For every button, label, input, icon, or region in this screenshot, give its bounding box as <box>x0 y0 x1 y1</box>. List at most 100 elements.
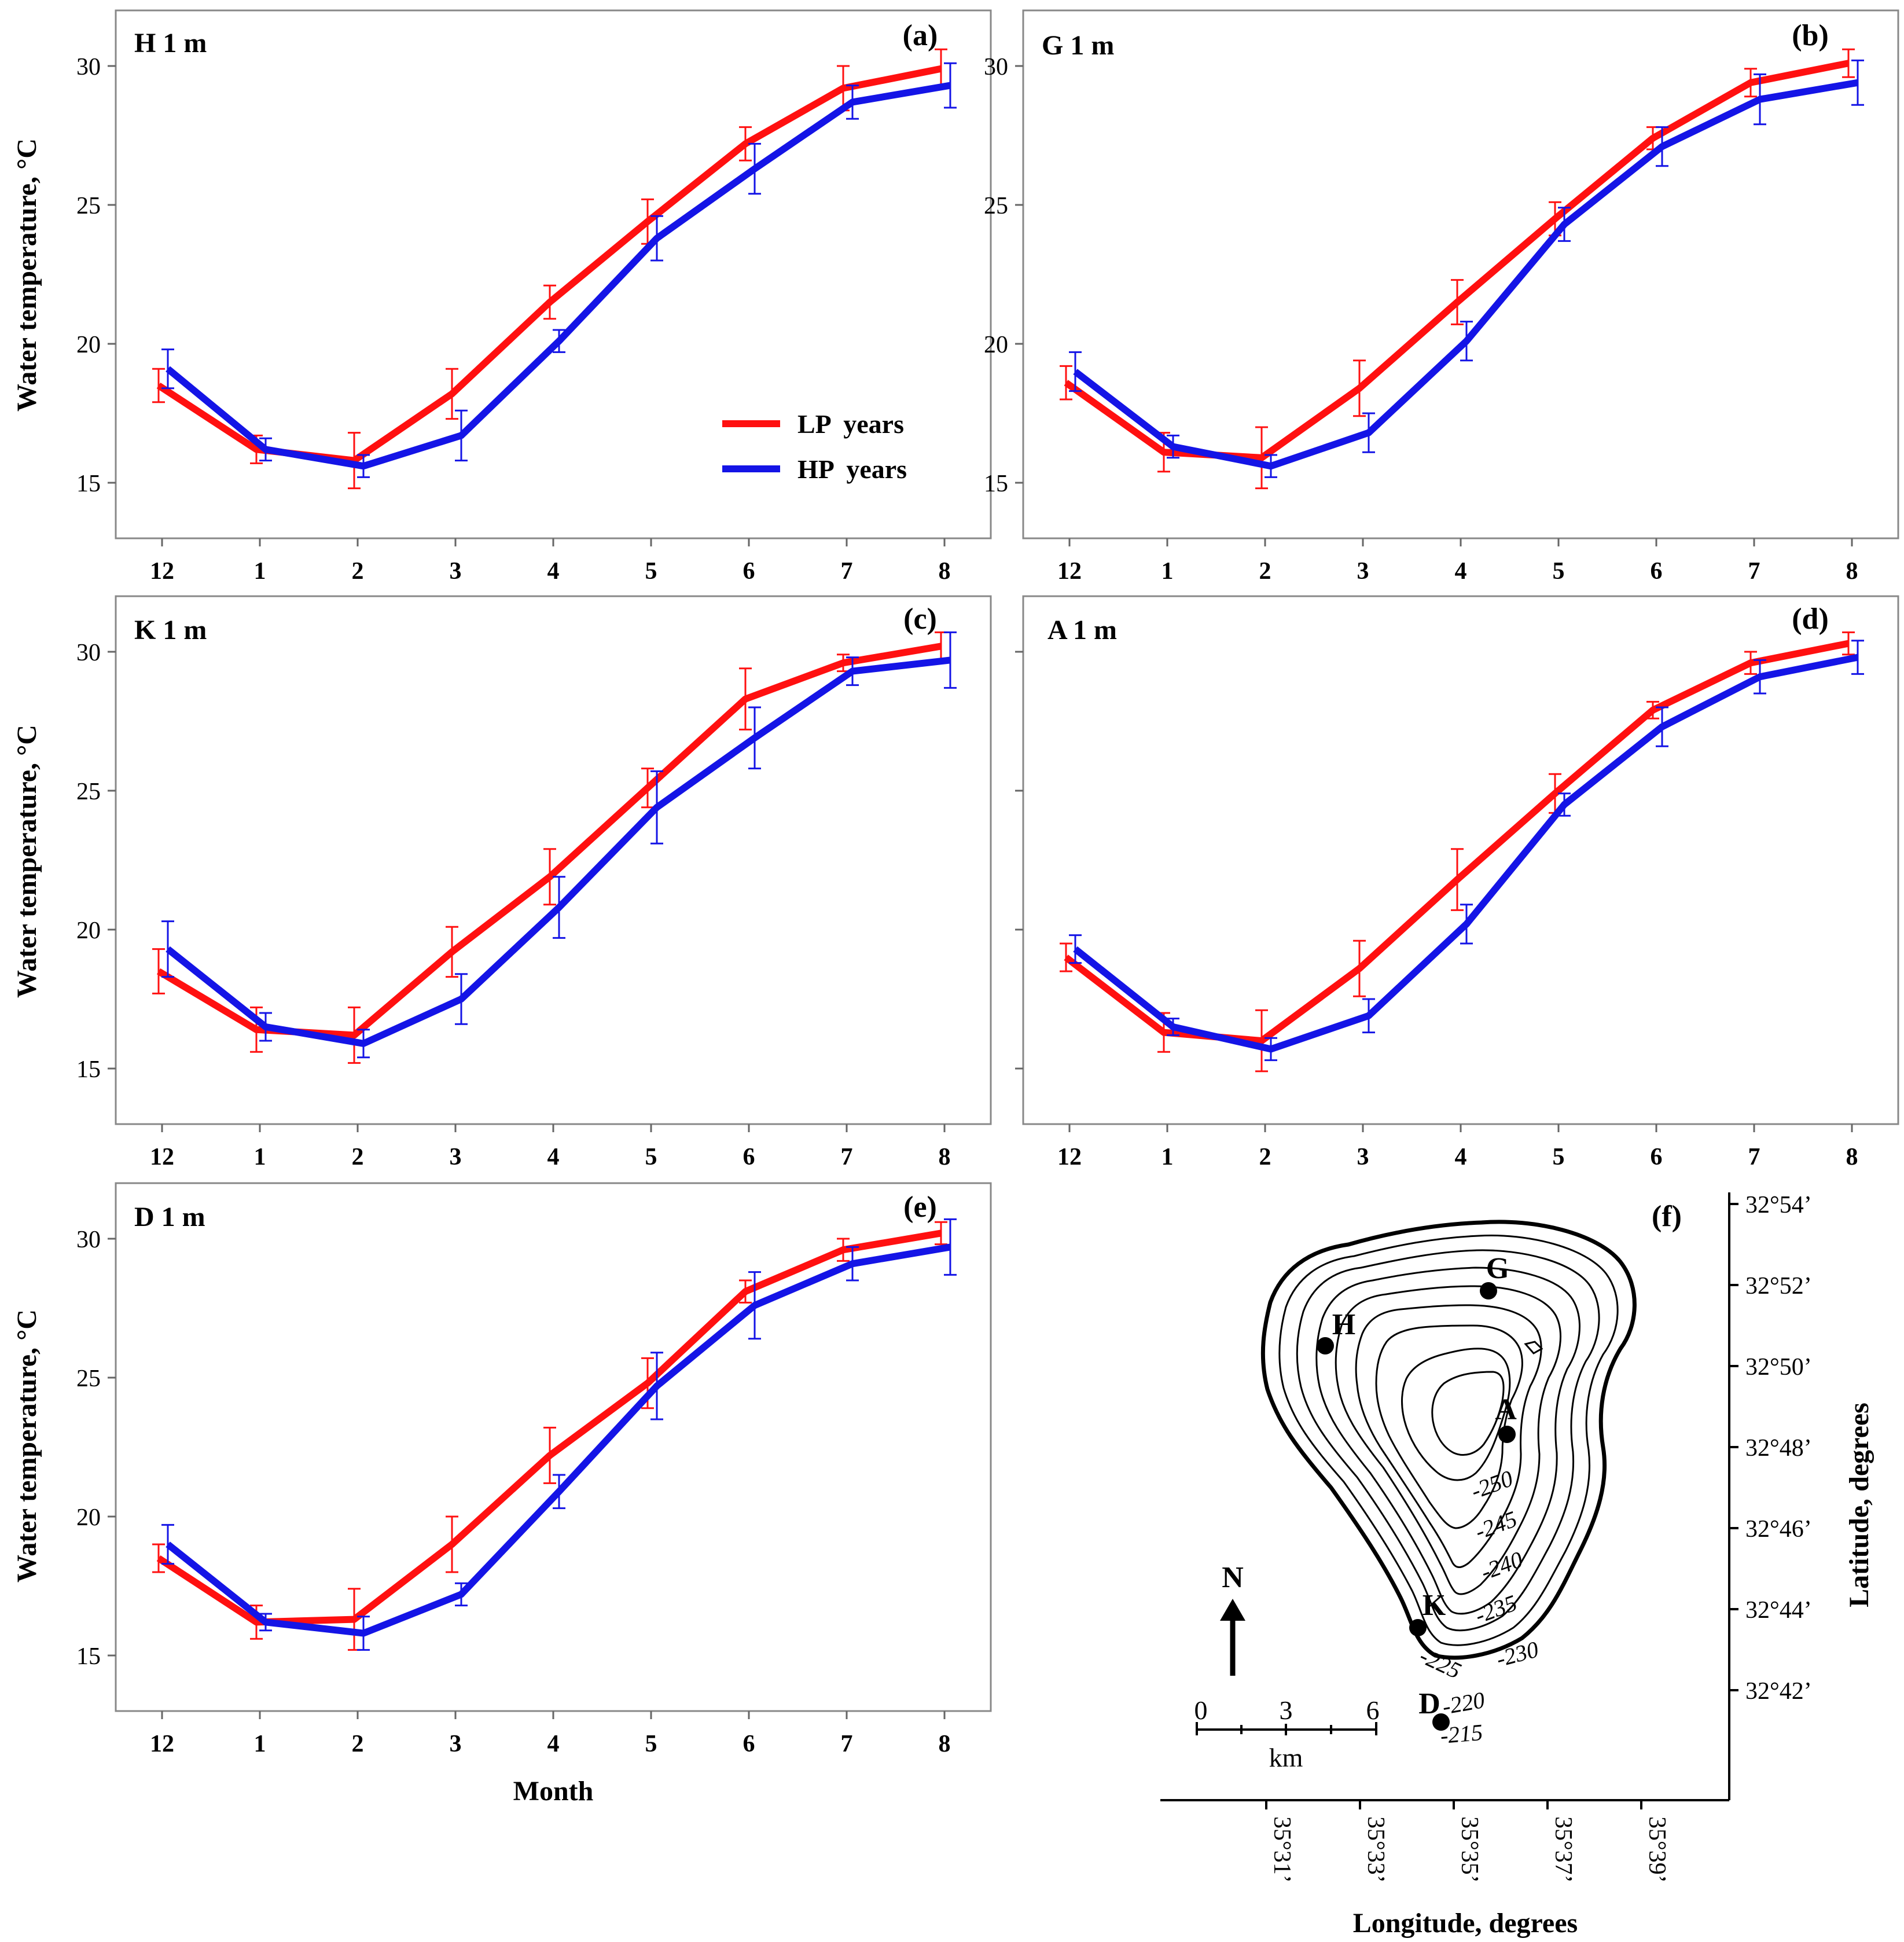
y-axis-title: Water temperature, °C <box>12 725 42 998</box>
contour-line <box>1278 1234 1619 1646</box>
lon-tick-label: 35°33’ <box>1362 1816 1389 1883</box>
station-marker-d <box>1432 1713 1450 1731</box>
lake-contours <box>1260 1220 1637 1660</box>
x-tick-label: 5 <box>645 1731 657 1757</box>
station-label-a: A <box>1495 1393 1517 1426</box>
scale-bar-unit: km <box>1269 1743 1303 1772</box>
x-tick-label: 7 <box>841 1731 853 1757</box>
panel-d: A 1 m (d) 12 1 2 3 4 5 6 7 8 <box>1015 595 1899 1170</box>
scale-bar-label: 3 <box>1280 1695 1293 1725</box>
x-tick-label: 8 <box>939 558 951 585</box>
y-tick-label: 15 <box>76 471 101 497</box>
x-tick-label: 1 <box>1161 558 1174 585</box>
x-tick-label: 4 <box>547 1731 560 1757</box>
station-marker-k <box>1409 1619 1427 1636</box>
contour-label: -230 <box>1494 1636 1541 1672</box>
lat-tick-label: 32°44’ <box>1745 1597 1812 1624</box>
x-tick-label: 6 <box>743 558 755 585</box>
x-tick-label: 2 <box>1259 558 1271 585</box>
plot-frame <box>115 595 992 1125</box>
x-tick-label: 7 <box>841 1144 853 1170</box>
map-axes <box>1160 1192 1730 1801</box>
panel-title: A 1 m <box>1047 615 1117 645</box>
contour-line <box>1524 1341 1543 1354</box>
station-marker-a <box>1498 1426 1516 1443</box>
panel-label: (c) <box>903 603 937 636</box>
lp-years-line <box>1064 640 1850 1044</box>
lon-tick-label: 35°37’ <box>1550 1816 1576 1883</box>
x-tick-label: 4 <box>1455 558 1467 585</box>
scale-bar-label: 0 <box>1194 1695 1208 1725</box>
x-tick-label: 5 <box>1553 558 1565 585</box>
y-tick-label: 25 <box>76 779 101 805</box>
map-panel: (f) -250 -245 -240 -235 -230 -225 -220 -… <box>1160 1192 1874 1939</box>
x-tick-label: 8 <box>1846 558 1858 585</box>
x-tick-label: 6 <box>743 1731 755 1757</box>
y-tick-label: 30 <box>76 1227 101 1253</box>
y-tick-label: 20 <box>984 332 1008 358</box>
station-label-k: K <box>1423 1589 1446 1622</box>
lat-tick-label: 32°50’ <box>1745 1354 1812 1381</box>
y-axis-title: Water temperature, °C <box>12 1309 42 1583</box>
lat-tick-label: 32°52’ <box>1745 1273 1812 1299</box>
station-label-h: H <box>1332 1308 1355 1341</box>
x-tick-label: 2 <box>352 1731 364 1757</box>
contour-label: -225 <box>1416 1642 1465 1684</box>
lp-years-line <box>156 643 942 1039</box>
x-axis-title: Month <box>513 1776 594 1807</box>
y-tick-label: 30 <box>984 54 1008 80</box>
latitude-ticks: 32°54’ 32°52’ 32°50’ 32°48’ 32°46’ 32°44’ 32°4… <box>1729 1192 1812 1705</box>
contour-label: -220 <box>1440 1687 1487 1720</box>
map-y-axis-title: Latitude, degrees <box>1844 1403 1874 1607</box>
legend: LP years HP years <box>722 409 907 484</box>
x-tick-label: 5 <box>645 558 657 585</box>
hp-years-line <box>166 656 951 1047</box>
x-tick-label: 7 <box>1748 558 1760 585</box>
scale-bar: 0 3 6 km <box>1194 1695 1380 1772</box>
x-tick-label: 3 <box>1357 1144 1369 1170</box>
y-tick-label: 25 <box>984 193 1008 219</box>
y-tick-label: 15 <box>984 471 1008 497</box>
lat-tick-label: 32°48’ <box>1745 1435 1812 1462</box>
x-tick-label: 12 <box>1057 1144 1082 1170</box>
x-tick-label: 12 <box>150 558 174 585</box>
contour-labels: -250 -245 -240 -235 -230 -225 -220 -215 <box>1416 1465 1541 1749</box>
contour-line <box>1355 1304 1542 1568</box>
legend-hp-label: HP years <box>797 454 907 484</box>
x-tick-label: 1 <box>1161 1144 1174 1170</box>
panel-title: G 1 m <box>1042 30 1114 61</box>
x-tick-label: 2 <box>352 1144 364 1170</box>
y-axis-title: Water temperature, °C <box>12 138 42 412</box>
station-marker-g <box>1480 1282 1497 1299</box>
x-tick-label: 3 <box>450 1731 462 1757</box>
hp-years-line <box>1073 79 1859 470</box>
x-tick-label: 12 <box>1057 558 1082 585</box>
x-tick-label: 12 <box>150 1144 174 1170</box>
x-tick-label: 2 <box>352 558 364 585</box>
stations: G H A K D <box>1317 1252 1517 1731</box>
contour-label: -240 <box>1477 1546 1526 1585</box>
x-tick-label: 8 <box>939 1731 951 1757</box>
hp-years-line <box>1073 654 1859 1053</box>
x-tick-label: 7 <box>1748 1144 1760 1170</box>
panel-title: H 1 m <box>134 28 207 58</box>
y-tick-label: 15 <box>76 1643 101 1670</box>
contour-label: -250 <box>1468 1465 1516 1504</box>
contour-line <box>1431 1371 1505 1456</box>
x-tick-label: 6 <box>1651 1144 1663 1170</box>
panel-label: (f) <box>1652 1200 1682 1233</box>
panel-title: K 1 m <box>134 615 207 645</box>
x-tick-label: 3 <box>1357 558 1369 585</box>
y-tick-label: 25 <box>76 1365 101 1392</box>
x-tick-label: 1 <box>254 1144 266 1170</box>
y-tick-label: 15 <box>76 1056 101 1083</box>
lon-tick-label: 35°39’ <box>1644 1816 1670 1883</box>
y-tick-label: 30 <box>76 640 101 666</box>
contour-label: -235 <box>1472 1589 1520 1628</box>
x-tick-label: 12 <box>150 1731 174 1757</box>
panel-label: (b) <box>1792 19 1829 52</box>
y-tick-label: 25 <box>76 193 101 219</box>
longitude-ticks: 35°31’ 35°33’ 35°35’ 35°37’ 35°39’ <box>1265 1800 1670 1883</box>
